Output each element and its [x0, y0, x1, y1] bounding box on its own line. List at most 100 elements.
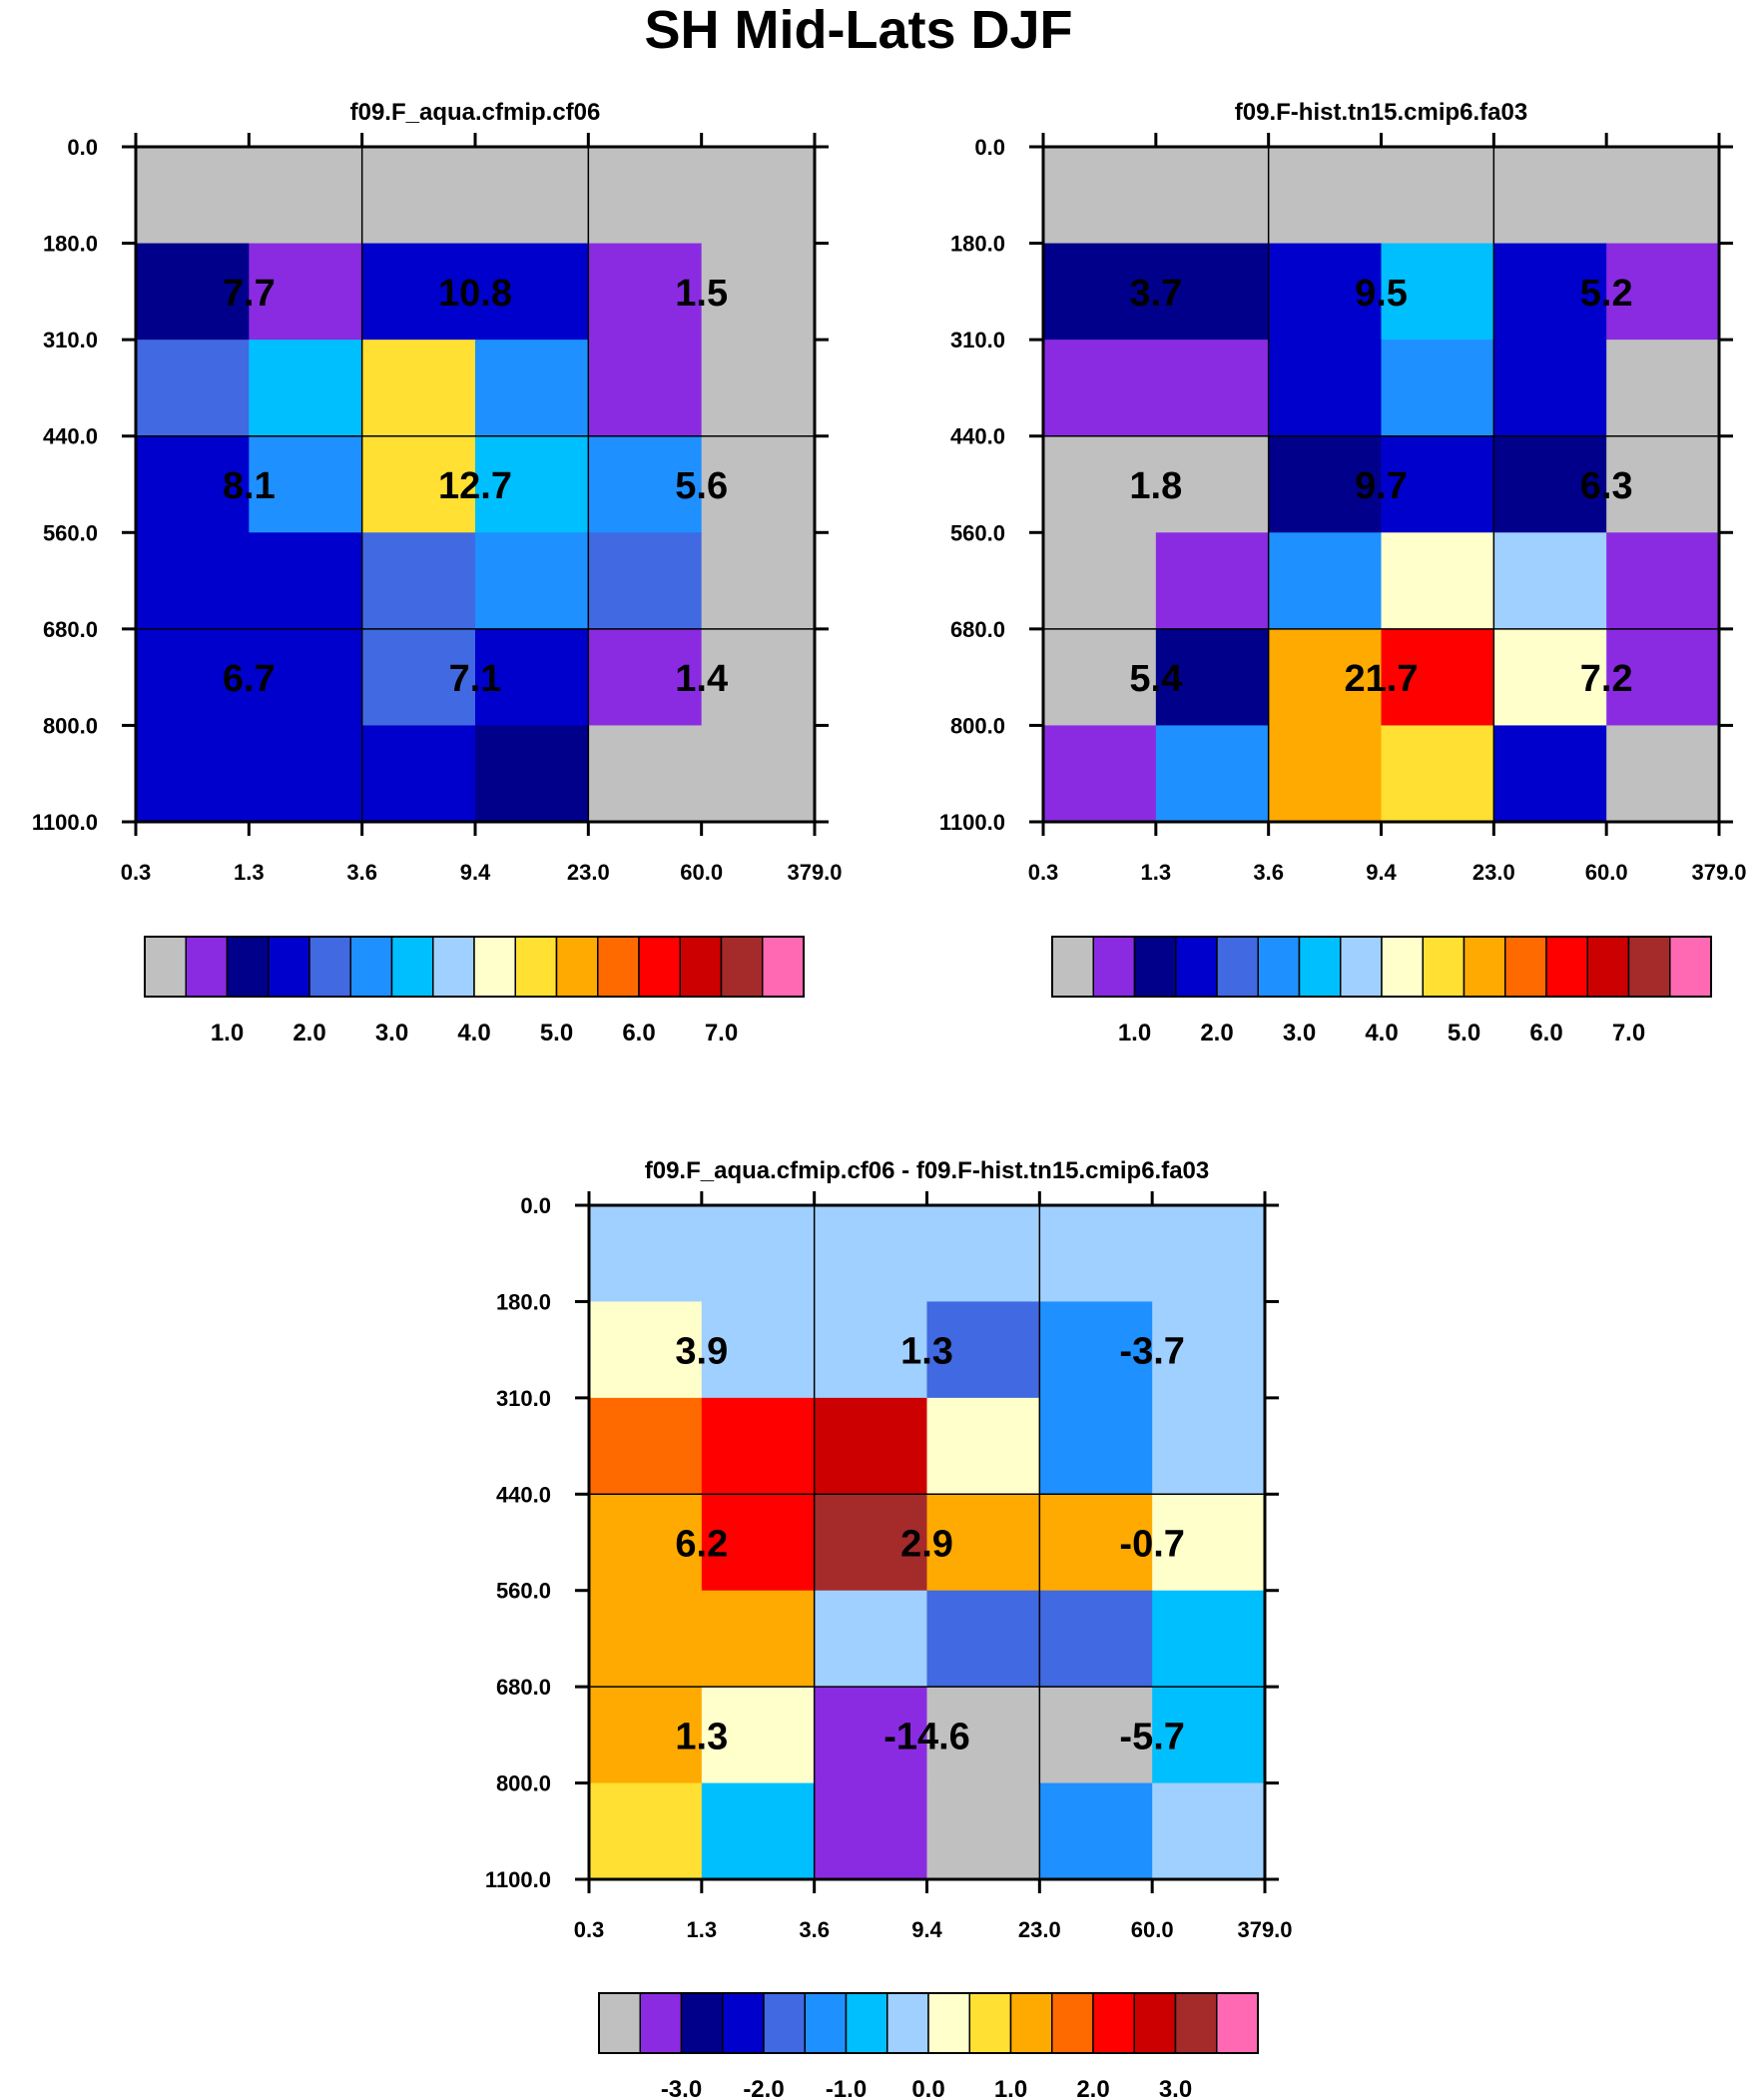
x-tick-label: 23.0	[1472, 860, 1515, 885]
heatmap-cell	[249, 628, 363, 727]
heatmap-cell	[814, 1782, 928, 1880]
heatmap-cell	[701, 1590, 816, 1688]
heatmap-cell	[1155, 340, 1270, 437]
colorbar-label: 3.0	[1283, 1020, 1316, 1047]
data-label: 1.8	[1129, 465, 1182, 507]
heatmap-cell	[361, 628, 476, 727]
x-tick-label: 60.0	[1585, 860, 1628, 885]
heatmap-cell	[1381, 725, 1494, 823]
colorbar-label: 5.0	[1448, 1020, 1480, 1047]
heatmap-cell	[589, 1397, 703, 1495]
heatmap-cell	[1155, 725, 1270, 823]
colorbar-swatch	[804, 1992, 848, 2054]
colorbar-swatch	[308, 936, 351, 998]
heatmap-cell	[701, 435, 816, 533]
heatmap-cell	[1155, 435, 1270, 533]
data-label: 3.9	[675, 1331, 728, 1373]
colorbar-label: 4.0	[1365, 1020, 1398, 1047]
heatmap-cell	[701, 147, 816, 245]
colorbar-swatch	[598, 1992, 641, 2054]
heatmap-cell	[1606, 725, 1720, 823]
heatmap-cell	[1606, 147, 1720, 245]
y-tick-label: 800.0	[43, 713, 98, 738]
heatmap-cell	[136, 725, 250, 823]
heatmap-cell	[1606, 532, 1720, 630]
heatmap-cell	[1493, 532, 1607, 630]
heatmap-cell	[1152, 1397, 1266, 1495]
colorbar-swatch	[349, 936, 393, 998]
x-tick-label: 1.3	[687, 1917, 718, 1942]
heatmap-cell	[588, 725, 703, 823]
data-label: 6.7	[223, 658, 276, 700]
colorbar-swatch	[1340, 936, 1383, 998]
colorbar-frame	[598, 1992, 1259, 2054]
colorbar-swatch	[1381, 936, 1424, 998]
colorbar-swatch	[268, 936, 310, 998]
heatmap-cell	[701, 1205, 816, 1303]
y-tick-label: 310.0	[496, 1386, 551, 1411]
colorbar-swatch	[1009, 1992, 1053, 2054]
heatmap-cell	[814, 1397, 928, 1495]
heatmap-cell	[589, 1687, 703, 1784]
heatmap-cell	[1152, 1205, 1266, 1303]
colorbar-label: 7.0	[705, 1020, 738, 1047]
colorbar-swatch	[845, 1992, 888, 2054]
data-label: 7.2	[1580, 658, 1633, 700]
colorbar-swatch	[1051, 1992, 1094, 2054]
data-label: 5.2	[1580, 273, 1633, 315]
y-tick-label: 310.0	[950, 328, 1005, 352]
colorbar-swatch	[1133, 936, 1177, 998]
colorbar-swatch	[1669, 936, 1712, 998]
heatmap-cell	[926, 1590, 1040, 1688]
heatmap-cell	[1606, 435, 1720, 533]
colorbar-swatch	[1257, 936, 1301, 998]
colorbar-swatch	[185, 936, 229, 998]
heatmap-cell	[701, 243, 816, 341]
heatmap-cell	[136, 340, 250, 437]
y-tick-label: 0.0	[67, 135, 98, 160]
colorbar-swatch	[1133, 1992, 1177, 2054]
heatmap-cell	[475, 243, 589, 341]
heatmap-cell	[814, 1687, 928, 1784]
data-label: 7.7	[223, 273, 276, 315]
heatmap-cell	[1039, 1590, 1153, 1688]
x-tick-label: 3.6	[346, 860, 377, 885]
x-tick-label: 0.3	[1028, 860, 1059, 885]
heatmap-cell	[589, 1205, 703, 1303]
colorbar-swatch	[720, 936, 764, 998]
heatmap-cell	[1043, 725, 1157, 823]
heatmap-cell	[475, 628, 589, 727]
colorbar-swatch	[1422, 936, 1466, 998]
colorbar-label: 3.0	[1159, 2076, 1192, 2100]
heatmap-cell	[475, 435, 589, 533]
data-label: 6.2	[675, 1524, 728, 1566]
colorbar-label: 6.0	[622, 1020, 655, 1047]
y-tick-label: 440.0	[43, 424, 98, 449]
panel-title: f09.F_aqua.cfmip.cf06 - f09.F-hist.tn15.…	[645, 1157, 1210, 1184]
heatmap-cell	[1043, 243, 1157, 341]
data-label: -14.6	[883, 1716, 970, 1757]
heatmap-cell	[1493, 725, 1607, 823]
colorbar-swatch	[1216, 1992, 1259, 2054]
y-tick-label: 680.0	[950, 617, 1005, 642]
heatmap-cell	[1152, 1687, 1266, 1784]
heatmap-cell	[1039, 1494, 1153, 1592]
panels: f09.F_aqua.cfmip.cf06 0.0 180.0 310.0 440.0 5…	[32, 99, 1747, 2100]
x-tick-label: 60.0	[680, 860, 723, 885]
x-tick-label: 60.0	[1131, 1917, 1174, 1942]
heatmap-cell	[1268, 147, 1383, 245]
data-label: 2.9	[900, 1524, 953, 1566]
heatmap-cell	[588, 532, 703, 630]
heatmap-cell	[1043, 147, 1157, 245]
heatmap-cell	[589, 1782, 703, 1880]
heatmap-cell	[361, 340, 476, 437]
heatmap-cell	[136, 435, 250, 533]
heatmap-cell	[1493, 435, 1607, 533]
data-label: 9.7	[1355, 465, 1408, 507]
data-label: 10.8	[438, 273, 512, 315]
heatmap-cell	[588, 340, 703, 437]
heatmap-cell	[1493, 340, 1607, 437]
colorbar-swatch	[722, 1992, 765, 2054]
y-tick-label: 1100.0	[32, 810, 98, 835]
